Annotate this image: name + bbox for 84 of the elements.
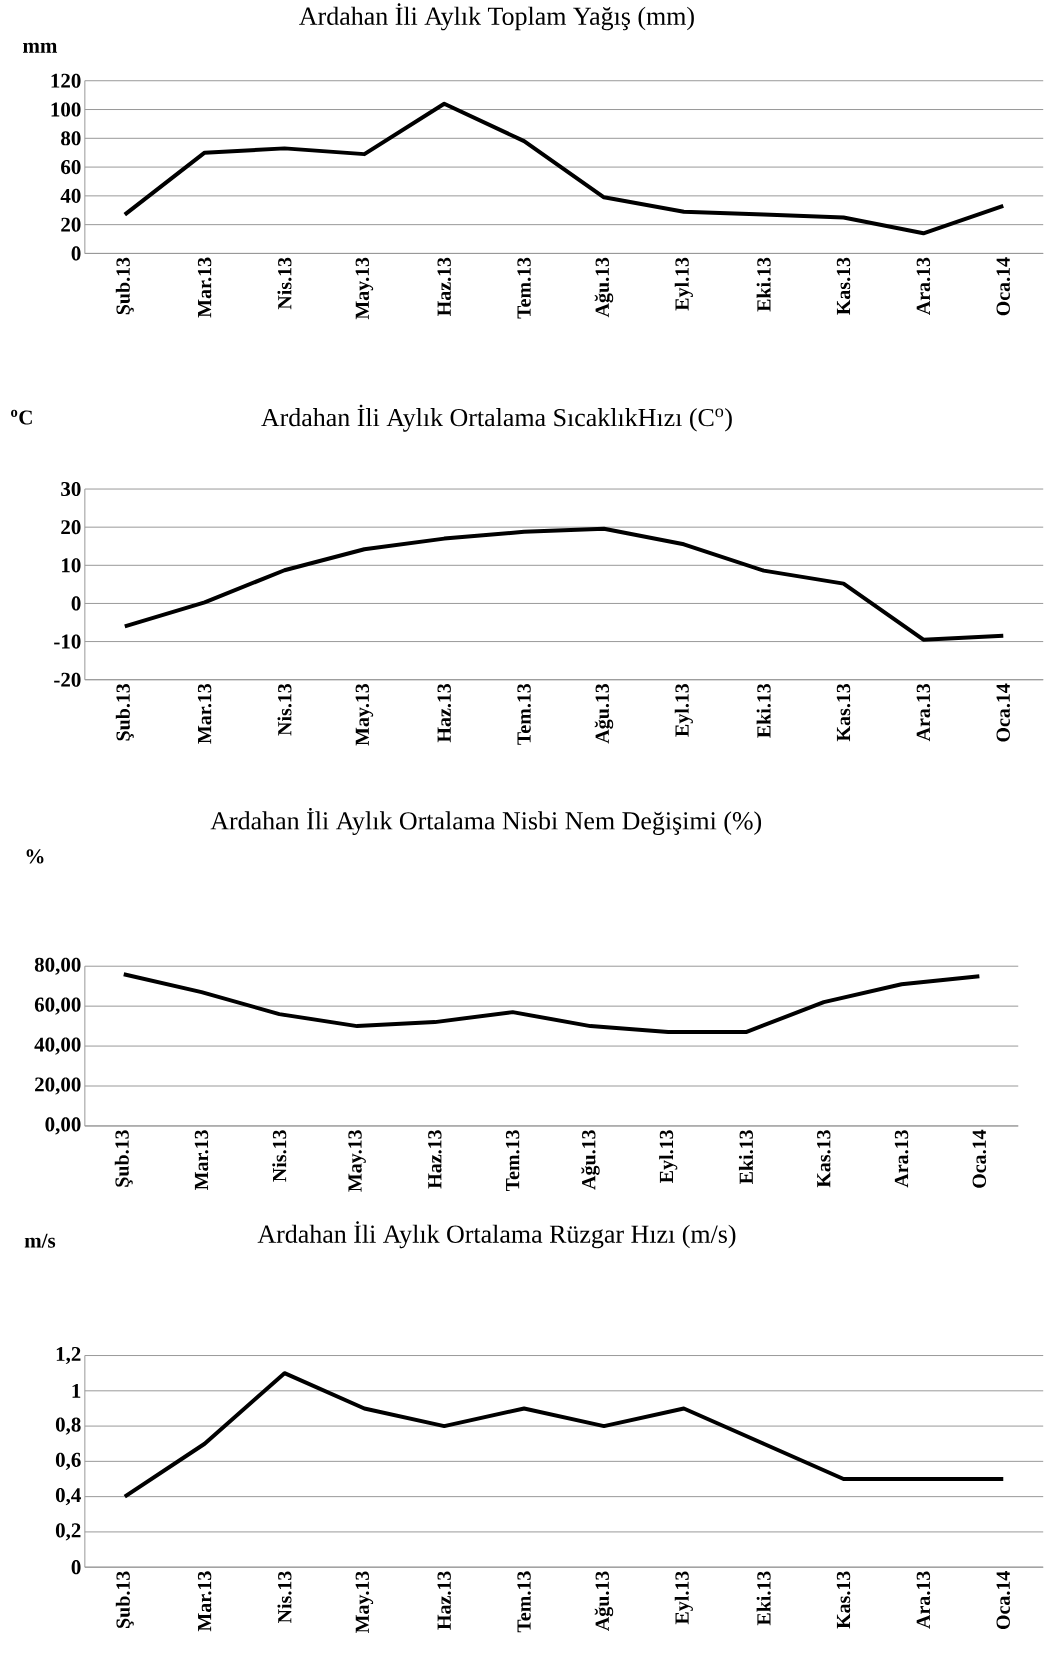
x-tick-label: Haz.13 [437, 683, 451, 743]
y-tick-label: 1 [72, 1383, 81, 1398]
y-axis-title: % [26, 849, 44, 864]
x-tick-label: Eki.13 [738, 1130, 753, 1185]
x-tick-label: Eki.13 [756, 1571, 771, 1626]
x-tick-label: Kas.13 [836, 1571, 851, 1629]
y-tick-label: 0,4 [55, 1488, 81, 1506]
y-tick-label: -10 [54, 634, 81, 649]
x-tick-label: Şub.13 [115, 1571, 134, 1628]
y-tick-label: 10 [61, 558, 81, 573]
chart-title: Ardahan İli Aylık Ortalama Nisbi Nem Değişimi (%) [210, 807, 761, 835]
x-tick-label: Ağu.13 [594, 1571, 614, 1631]
x-tick-label: Kas.13 [836, 257, 851, 315]
x-tick-label: Ara.13 [916, 1571, 931, 1629]
x-tick-label: Tem.13 [517, 1571, 531, 1633]
x-tick-label: Haz.13 [437, 257, 451, 316]
x-tick-label: Kas.13 [836, 683, 851, 742]
x-tick-label: Tem.13 [505, 1130, 520, 1192]
x-tick-label: May.13 [355, 257, 374, 320]
y-tick-label: 0 [71, 596, 81, 611]
line-series [121, 972, 982, 1035]
x-tick-label: Mar.13 [197, 683, 212, 744]
x-tick-label: Mar.13 [197, 257, 212, 318]
y-tick-label: 0,8 [55, 1417, 81, 1435]
y-tick-label: 100 [51, 102, 81, 117]
x-tick-label: Eki.13 [756, 683, 771, 738]
x-tick-label: Oca.14 [996, 1571, 1010, 1630]
x-tick-label: Nis.13 [277, 257, 292, 310]
x-tick-label: Eyl.13 [674, 257, 693, 311]
y-tick-label: 60 [61, 160, 81, 175]
x-tick-label: Mar.13 [194, 1130, 209, 1190]
y-axis-title: mm [22, 42, 57, 53]
y-tick-label: -20 [54, 672, 81, 687]
y-tick-label: 20 [61, 520, 81, 535]
x-tick-label: Oca.14 [996, 257, 1010, 316]
chart-title: Ardahan İli Aylık Toplam Yağış (mm) [299, 3, 694, 31]
y-tick-label: 40,00 [34, 1037, 81, 1055]
x-tick-label: Eyl.13 [659, 1130, 678, 1183]
y-tick-label: 1,2 [56, 1346, 81, 1365]
y-tick-label: 20 [61, 217, 81, 232]
chart-title: Ardahan İli Aylık Ortalama SıcaklıkHızı (C$^{o}$) [261, 404, 732, 432]
y-tick-label: 0 [71, 1560, 81, 1575]
x-tick-label: May.13 [348, 1130, 366, 1192]
y-tick-label: 0,6 [55, 1452, 81, 1470]
y-tick-label: 80,00 [34, 957, 81, 975]
x-tick-label: Kas.13 [816, 1130, 831, 1188]
x-tick-label: Eki.13 [756, 257, 771, 312]
y-tick-label: 40 [60, 188, 81, 203]
x-tick-label: Eyl.13 [674, 683, 693, 737]
x-tick-label: May.13 [355, 1571, 374, 1634]
x-tick-label: Nis.13 [272, 1130, 287, 1182]
x-tick-label: May.13 [355, 683, 374, 746]
x-tick-label: Şub.13 [114, 1130, 133, 1187]
y-tick-label: 80 [60, 131, 81, 146]
chart-title: Ardahan İli Aylık Ortalama Rüzgar Hızı (m/s) [257, 1221, 736, 1249]
x-tick-label: Ağu.13 [594, 683, 614, 744]
y-tick-label: 0,00 [45, 1117, 81, 1135]
x-tick-label: Oca.14 [996, 683, 1010, 742]
y-tick-label: 120 [51, 73, 81, 88]
y-tick-label: 20,00 [34, 1077, 81, 1095]
x-tick-label: Eyl.13 [674, 1571, 693, 1625]
x-tick-label: Haz.13 [428, 1130, 442, 1189]
x-tick-label: Tem.13 [517, 683, 531, 745]
x-tick-label: Haz.13 [437, 1571, 451, 1630]
x-tick-label: Ağu.13 [594, 257, 614, 318]
x-tick-label: Şub.13 [115, 257, 134, 315]
line-series [122, 526, 1006, 642]
x-tick-label: Ara.13 [894, 1130, 909, 1188]
y-axis-title: m/s [24, 1233, 56, 1248]
y-tick-label: 60,00 [34, 997, 81, 1015]
x-tick-label: Şub.13 [115, 683, 134, 741]
x-tick-label: Nis.13 [277, 683, 292, 736]
y-axis-title: $^{o}$C [10, 409, 32, 425]
x-tick-label: Oca.14 [972, 1129, 987, 1188]
x-tick-label: Nis.13 [277, 1571, 292, 1624]
y-tick-label: 0 [71, 246, 81, 261]
x-tick-label: Mar.13 [197, 1571, 212, 1632]
x-tick-label: Ağu.13 [581, 1130, 600, 1190]
line-series [122, 101, 1006, 236]
x-tick-label: Ara.13 [916, 683, 931, 742]
x-tick-label: Tem.13 [517, 257, 531, 319]
y-tick-label: 30 [61, 481, 81, 497]
y-tick-label: 0,2 [55, 1523, 81, 1541]
x-tick-label: Ara.13 [916, 257, 931, 315]
